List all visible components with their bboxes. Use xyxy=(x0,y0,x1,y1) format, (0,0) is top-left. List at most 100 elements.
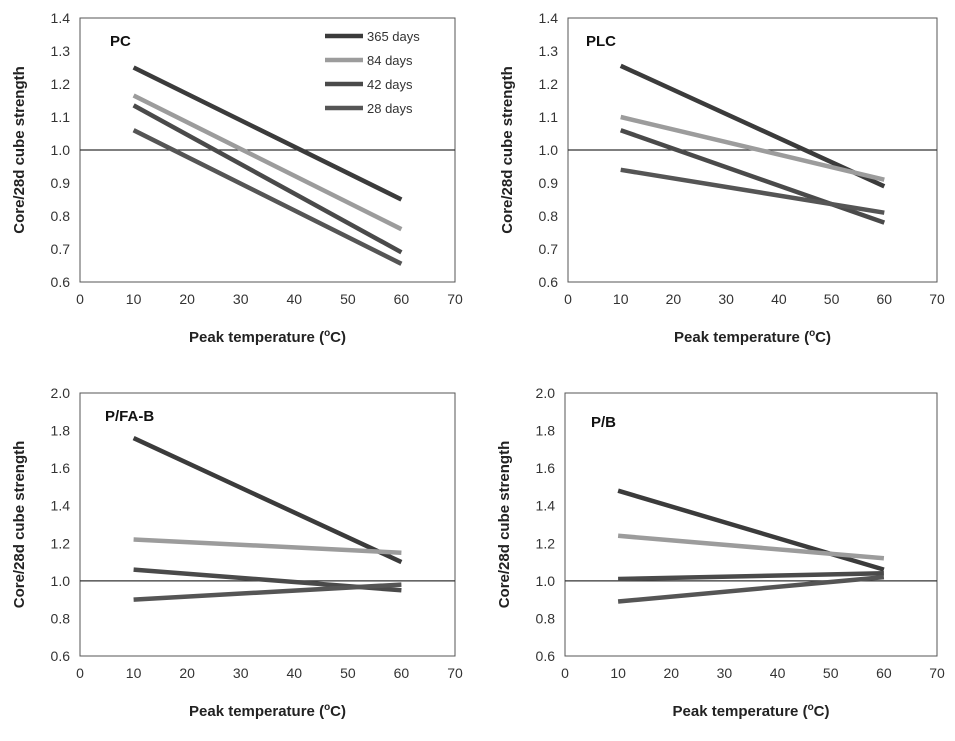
chart-1-xtick-label: 0 xyxy=(564,291,572,307)
chart-2-xtick-label: 70 xyxy=(447,665,463,681)
chart-1-panel: 0 10 20 30 40 50 60 70 0.6 0.7 0.8 0.9 1.0 1.1 1.2 1.3 1… xyxy=(499,10,945,346)
chart-3-ytick-label: 1.6 xyxy=(536,460,556,476)
chart-0-legend-label: 28 days xyxy=(367,101,413,116)
chart-3-xtick-label: 10 xyxy=(610,665,626,681)
chart-0-legend-label: 42 days xyxy=(367,77,413,92)
chart-2-series-1-line xyxy=(133,537,402,555)
chart-2-xtick-label: 40 xyxy=(286,665,302,681)
chart-3-series-3-line xyxy=(617,574,885,604)
chart-1-ytick-label: 0.6 xyxy=(539,274,559,290)
chart-3-ytick-label: 1.8 xyxy=(536,423,556,439)
chart-0-y-axis-title: Core/28d cube strength xyxy=(11,66,28,234)
chart-0-ytick-label: 1.3 xyxy=(51,43,71,59)
chart-2-x-axis-title-text: Peak temperature ( xyxy=(189,703,324,720)
chart-0-ytick-label: 0.7 xyxy=(51,241,71,257)
chart-3-xtick-label: 50 xyxy=(823,665,839,681)
chart-0-xtick-label: 50 xyxy=(340,291,356,307)
chart-0-x-axis-title: Peak temperature (oC) xyxy=(189,328,346,346)
chart-1-ytick-label: 0.8 xyxy=(539,208,559,224)
chart-2-x-axis-title: Peak temperature (oC) xyxy=(189,702,346,720)
chart-0-ytick-label: 1.1 xyxy=(51,109,71,125)
chart-1-ytick-label: 0.7 xyxy=(539,241,559,257)
chart-0-series-1-line xyxy=(132,93,403,232)
chart-2-xtick-label: 20 xyxy=(179,665,195,681)
chart-0-ytick-label: 1.2 xyxy=(51,76,71,92)
chart-1-series-3-line xyxy=(620,167,885,215)
chart-2-ytick-label: 1.6 xyxy=(51,460,71,476)
chart-1-xtick-label: 20 xyxy=(666,291,682,307)
chart-2-xtick-label: 10 xyxy=(126,665,142,681)
chart-1-xtick-label: 30 xyxy=(718,291,734,307)
chart-2-x-axis-title-unit: C) xyxy=(330,703,346,720)
chart-3-x-axis-title-sup: o xyxy=(808,702,814,713)
chart-2-xtick-label: 50 xyxy=(340,665,356,681)
chart-0-panel: 0 10 20 30 40 50 60 70 0.6 0.7 0.8 0.9 1.0 1.1 1.2 1.3 1… xyxy=(11,10,463,346)
chart-0-legend-label: 365 days xyxy=(367,29,420,44)
chart-3-ytick-label: 0.6 xyxy=(536,648,556,664)
chart-0-ytick-label: 0.9 xyxy=(51,175,71,191)
chart-1-series-0-line xyxy=(619,63,886,189)
chart-3-plot-frame xyxy=(564,392,938,657)
chart-3-panel-label: P/B xyxy=(591,414,616,431)
chart-1-xtick-label: 70 xyxy=(929,291,945,307)
chart-3-y-axis-title: Core/28d cube strength xyxy=(496,441,513,609)
chart-2-ytick-label: 0.6 xyxy=(51,648,71,664)
chart-0-ytick-label: 1.4 xyxy=(51,10,71,26)
chart-2-xtick-label: 30 xyxy=(233,665,249,681)
chart-0-xtick-label: 0 xyxy=(76,291,84,307)
chart-3-ytick-label: 2.0 xyxy=(536,385,556,401)
chart-0-series-0-line xyxy=(132,65,403,202)
chart-1-ytick-label: 1.0 xyxy=(539,142,559,158)
chart-0-x-axis-title-text: Peak temperature ( xyxy=(189,329,324,346)
chart-0-xtick-label: 40 xyxy=(286,291,302,307)
chart-1-ytick-label: 1.3 xyxy=(539,43,559,59)
chart-1-x-axis-title-text: Peak temperature ( xyxy=(674,329,809,346)
chart-1-xtick-label: 10 xyxy=(613,291,629,307)
chart-2-panel-label: P/FA-B xyxy=(105,408,154,425)
chart-1-ytick-label: 1.2 xyxy=(539,76,559,92)
chart-1-ytick-label: 1.1 xyxy=(539,109,559,125)
chart-1-panel-label: PLC xyxy=(586,33,616,50)
chart-0-ytick-label: 0.6 xyxy=(51,274,71,290)
chart-2-ytick-label: 1.8 xyxy=(51,423,71,439)
chart-2-y-axis-title: Core/28d cube strength xyxy=(11,441,28,609)
chart-2-series-0-line xyxy=(132,436,403,565)
chart-2-ytick-label: 1.2 xyxy=(51,535,71,551)
chart-3-x-axis-title-unit: C) xyxy=(814,703,830,720)
chart-2-panel: 0 10 20 30 40 50 60 70 0.6 0.8 1.0 1.2 1.4 1.6 1.8 2.0 P… xyxy=(11,385,463,720)
chart-1-x-axis-title: Peak temperature (oC) xyxy=(674,328,831,346)
chart-3-series-2-line xyxy=(618,571,884,582)
chart-1-xtick-label: 50 xyxy=(824,291,840,307)
chart-2-ytick-label: 0.8 xyxy=(51,610,71,626)
chart-0-xtick-label: 30 xyxy=(233,291,249,307)
chart-3-xtick-label: 60 xyxy=(876,665,892,681)
chart-0-x-axis-title-sup: o xyxy=(324,328,330,339)
chart-1-xtick-label: 60 xyxy=(876,291,892,307)
chart-1-series-1-line xyxy=(620,114,885,182)
chart-0-legend-label: 84 days xyxy=(367,53,413,68)
chart-0-xtick-label: 60 xyxy=(394,291,410,307)
chart-1-xtick-label: 40 xyxy=(771,291,787,307)
chart-0-series-2-line xyxy=(132,103,403,255)
chart-3-xtick-label: 20 xyxy=(663,665,679,681)
chart-1-y-axis-title: Core/28d cube strength xyxy=(499,66,516,234)
chart-3-series-0-line xyxy=(617,488,885,572)
chart-2-ytick-label: 1.4 xyxy=(51,498,71,514)
chart-0-panel-label: PC xyxy=(110,33,131,50)
chart-3-panel: 0 10 20 30 40 50 60 70 0.6 0.8 1.0 1.2 1.4 1.6 1.8 2.0 P… xyxy=(496,385,945,720)
chart-3-ytick-label: 1.0 xyxy=(536,573,556,589)
chart-3-xtick-label: 70 xyxy=(929,665,945,681)
chart-3-ytick-label: 1.4 xyxy=(536,498,556,514)
chart-2-plot-frame xyxy=(79,392,456,657)
chart-3-xtick-label: 40 xyxy=(770,665,786,681)
chart-3-series-1-line xyxy=(617,533,885,561)
chart-0-x-axis-title-unit: C) xyxy=(330,329,346,346)
chart-3-xtick-label: 30 xyxy=(717,665,733,681)
chart-2-ytick-label: 1.0 xyxy=(51,573,71,589)
chart-3-ytick-label: 1.2 xyxy=(536,535,556,551)
chart-0-ytick-label: 0.8 xyxy=(51,208,71,224)
chart-2-xtick-label: 60 xyxy=(394,665,410,681)
chart-3-ytick-label: 0.8 xyxy=(536,610,556,626)
chart-3-x-axis-title-text: Peak temperature ( xyxy=(673,703,808,720)
